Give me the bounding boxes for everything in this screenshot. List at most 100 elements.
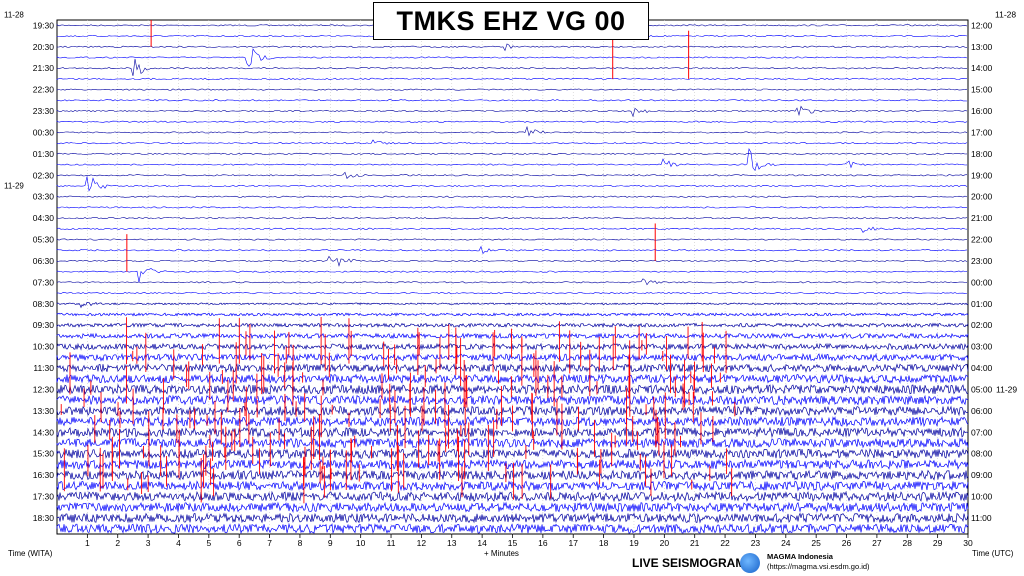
x-tick-label: 9 bbox=[328, 538, 333, 548]
trace-row bbox=[56, 512, 969, 524]
trace-row bbox=[56, 77, 967, 80]
trace-row bbox=[56, 312, 969, 317]
right-axis-title: Time (UTC) bbox=[972, 549, 1014, 558]
left-time-label: 04:30 bbox=[33, 213, 55, 223]
right-time-label: 01:00 bbox=[971, 299, 993, 309]
x-tick-label: 16 bbox=[538, 538, 548, 548]
left-time-label: 08:30 bbox=[33, 299, 55, 309]
left-time-label: 09:30 bbox=[33, 320, 55, 330]
trace-row bbox=[56, 426, 969, 439]
right-time-label: 05:00 bbox=[971, 384, 993, 394]
trace-row bbox=[56, 171, 968, 179]
left-time-label: 01:30 bbox=[33, 149, 55, 159]
org-url[interactable]: (https://magma.vsi.esdm.go.id) bbox=[767, 562, 870, 571]
x-tick-label: 5 bbox=[206, 538, 211, 548]
x-axis-ticks: 1 2 3 4 5 6 7 8 9 10 11 12 13 14 15 16 17 18 19 20 21 22 23 24 2… bbox=[85, 534, 973, 548]
x-axis-title: + Minutes bbox=[484, 549, 519, 558]
right-time-label: 20:00 bbox=[971, 192, 993, 202]
left-time-label: 14:30 bbox=[33, 427, 55, 437]
x-tick-label: 21 bbox=[690, 538, 700, 548]
x-tick-label: 30 bbox=[963, 538, 973, 548]
left-time-label: 11:30 bbox=[33, 363, 54, 373]
right-time-label: 12:00 bbox=[971, 20, 993, 30]
magma-logo-icon bbox=[740, 553, 760, 573]
right-time-label: 03:00 bbox=[971, 342, 993, 352]
left-time-label: 03:30 bbox=[33, 192, 55, 202]
right-time-label: 19:00 bbox=[971, 170, 993, 180]
right-time-label: 07:00 bbox=[971, 427, 993, 437]
right-time-labels: 12:00 13:00 14:00 15:00 16:00 17:00 18:00 19:00… bbox=[971, 9, 1017, 523]
trace-row bbox=[56, 458, 969, 470]
left-time-label: 12:30 bbox=[33, 384, 55, 394]
trace-row bbox=[56, 268, 968, 283]
x-tick-label: 8 bbox=[298, 538, 303, 548]
left-time-label: 22:30 bbox=[33, 85, 55, 95]
x-tick-label: 29 bbox=[933, 538, 943, 548]
left-time-label: 00:30 bbox=[33, 127, 55, 137]
x-tick-label: 28 bbox=[903, 538, 913, 548]
trace-row bbox=[56, 255, 968, 267]
right-time-label: 04:00 bbox=[971, 363, 993, 373]
trace-row bbox=[56, 373, 969, 385]
trace-row bbox=[56, 394, 969, 406]
trace-row bbox=[56, 405, 969, 417]
station-title: TMKS EHZ VG 00 bbox=[373, 2, 649, 40]
left-time-label: 06:30 bbox=[33, 256, 55, 266]
trace-row bbox=[56, 292, 968, 295]
left-axis-title: Time (WITA) bbox=[8, 549, 53, 558]
trace-row bbox=[56, 383, 969, 396]
trace-row bbox=[56, 278, 968, 286]
trace-row bbox=[56, 501, 969, 513]
x-tick-label: 24 bbox=[781, 538, 791, 548]
x-tick-label: 14 bbox=[477, 538, 487, 548]
x-tick-label: 1 bbox=[85, 538, 90, 548]
right-time-label: 16:00 bbox=[971, 106, 993, 116]
trace-row bbox=[56, 58, 968, 76]
seismic-traces bbox=[56, 24, 969, 535]
org-credit: MAGMA Indonesia (https://magma.vsi.esdm.… bbox=[767, 552, 870, 572]
left-time-label: 19:30 bbox=[33, 20, 55, 30]
right-time-label: 10:00 bbox=[971, 492, 993, 502]
x-tick-label: 19 bbox=[629, 538, 639, 548]
left-time-label: 23:30 bbox=[33, 106, 55, 116]
left-date-label: 11-28 bbox=[4, 10, 24, 19]
x-tick-label: 10 bbox=[356, 538, 366, 548]
x-tick-label: 6 bbox=[237, 538, 242, 548]
trace-row bbox=[56, 105, 968, 118]
trace-row bbox=[56, 43, 968, 52]
trace-row bbox=[56, 226, 968, 233]
x-tick-label: 13 bbox=[447, 538, 457, 548]
right-time-label: 21:00 bbox=[971, 213, 993, 223]
trace-row bbox=[56, 195, 968, 198]
x-tick-label: 3 bbox=[146, 538, 151, 548]
org-name: MAGMA Indonesia bbox=[767, 552, 833, 561]
left-time-label: 02:30 bbox=[33, 170, 55, 180]
trace-row bbox=[56, 490, 969, 503]
right-time-label: 02:00 bbox=[971, 320, 993, 330]
left-time-label: 16:30 bbox=[33, 470, 55, 480]
trace-row bbox=[56, 238, 967, 241]
trace-row bbox=[56, 125, 968, 137]
trace-row bbox=[56, 245, 968, 255]
trace-row bbox=[56, 152, 968, 155]
right-time-label: 11:00 bbox=[971, 513, 992, 523]
left-time-label: 13:30 bbox=[33, 406, 55, 416]
trace-row bbox=[56, 322, 969, 329]
trace-row bbox=[56, 217, 968, 220]
trace-row bbox=[56, 480, 969, 492]
x-tick-label: 17 bbox=[568, 538, 578, 548]
x-tick-label: 18 bbox=[599, 538, 609, 548]
trace-row bbox=[56, 522, 969, 535]
left-time-label: 05:30 bbox=[33, 235, 55, 245]
live-seismogram-label: LIVE SEISMOGRAM bbox=[632, 556, 746, 570]
trace-row bbox=[56, 415, 969, 428]
right-time-label: 06:00 bbox=[971, 406, 993, 416]
trace-row bbox=[56, 206, 968, 209]
right-time-label: 08:00 bbox=[971, 449, 993, 459]
x-tick-label: 4 bbox=[176, 538, 181, 548]
trace-row bbox=[56, 148, 968, 172]
x-tick-label: 22 bbox=[720, 538, 730, 548]
trace-row bbox=[56, 342, 969, 351]
trace-row bbox=[56, 48, 968, 67]
left-time-label: 17:30 bbox=[33, 492, 55, 502]
